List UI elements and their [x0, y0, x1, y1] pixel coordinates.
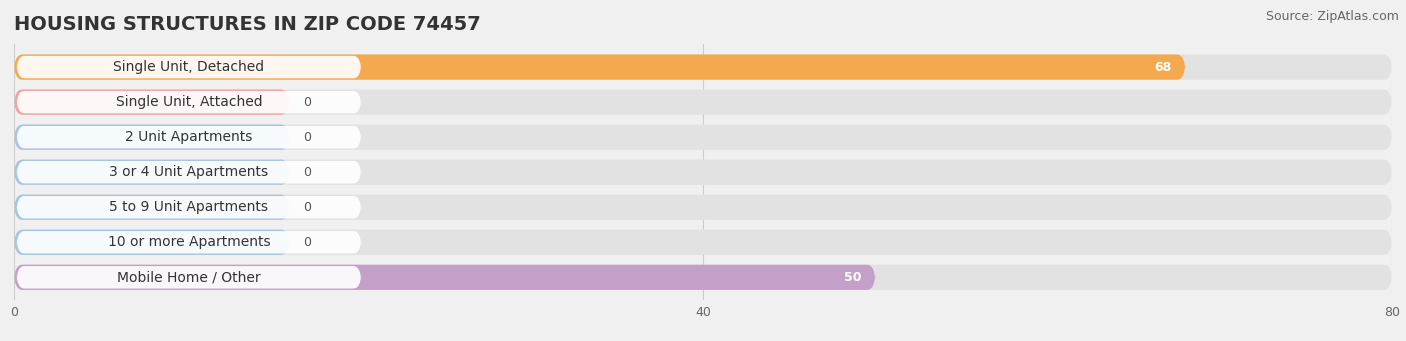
- Text: 10 or more Apartments: 10 or more Apartments: [108, 235, 270, 249]
- FancyBboxPatch shape: [17, 266, 361, 288]
- Text: 0: 0: [304, 95, 311, 109]
- FancyBboxPatch shape: [14, 124, 1392, 150]
- FancyBboxPatch shape: [17, 231, 361, 253]
- FancyBboxPatch shape: [17, 56, 361, 78]
- Text: 0: 0: [304, 236, 311, 249]
- FancyBboxPatch shape: [14, 195, 290, 220]
- Text: Mobile Home / Other: Mobile Home / Other: [117, 270, 260, 284]
- FancyBboxPatch shape: [14, 229, 1392, 255]
- FancyBboxPatch shape: [17, 126, 361, 148]
- FancyBboxPatch shape: [14, 265, 1392, 290]
- Text: 68: 68: [1154, 61, 1171, 74]
- Text: Single Unit, Attached: Single Unit, Attached: [115, 95, 262, 109]
- Text: Source: ZipAtlas.com: Source: ZipAtlas.com: [1265, 10, 1399, 23]
- FancyBboxPatch shape: [14, 229, 290, 255]
- Text: 5 to 9 Unit Apartments: 5 to 9 Unit Apartments: [110, 200, 269, 214]
- Text: 3 or 4 Unit Apartments: 3 or 4 Unit Apartments: [110, 165, 269, 179]
- FancyBboxPatch shape: [14, 55, 1392, 80]
- FancyBboxPatch shape: [14, 160, 1392, 185]
- Text: Single Unit, Detached: Single Unit, Detached: [114, 60, 264, 74]
- FancyBboxPatch shape: [14, 90, 1392, 115]
- FancyBboxPatch shape: [17, 161, 361, 183]
- FancyBboxPatch shape: [14, 195, 1392, 220]
- FancyBboxPatch shape: [17, 196, 361, 219]
- FancyBboxPatch shape: [14, 265, 875, 290]
- FancyBboxPatch shape: [14, 55, 1185, 80]
- Text: 0: 0: [304, 131, 311, 144]
- Text: HOUSING STRUCTURES IN ZIP CODE 74457: HOUSING STRUCTURES IN ZIP CODE 74457: [14, 15, 481, 34]
- FancyBboxPatch shape: [14, 124, 290, 150]
- Text: 2 Unit Apartments: 2 Unit Apartments: [125, 130, 253, 144]
- Text: 0: 0: [304, 166, 311, 179]
- FancyBboxPatch shape: [14, 90, 290, 115]
- Text: 50: 50: [844, 271, 862, 284]
- FancyBboxPatch shape: [17, 91, 361, 113]
- FancyBboxPatch shape: [14, 160, 290, 185]
- Text: 0: 0: [304, 201, 311, 214]
